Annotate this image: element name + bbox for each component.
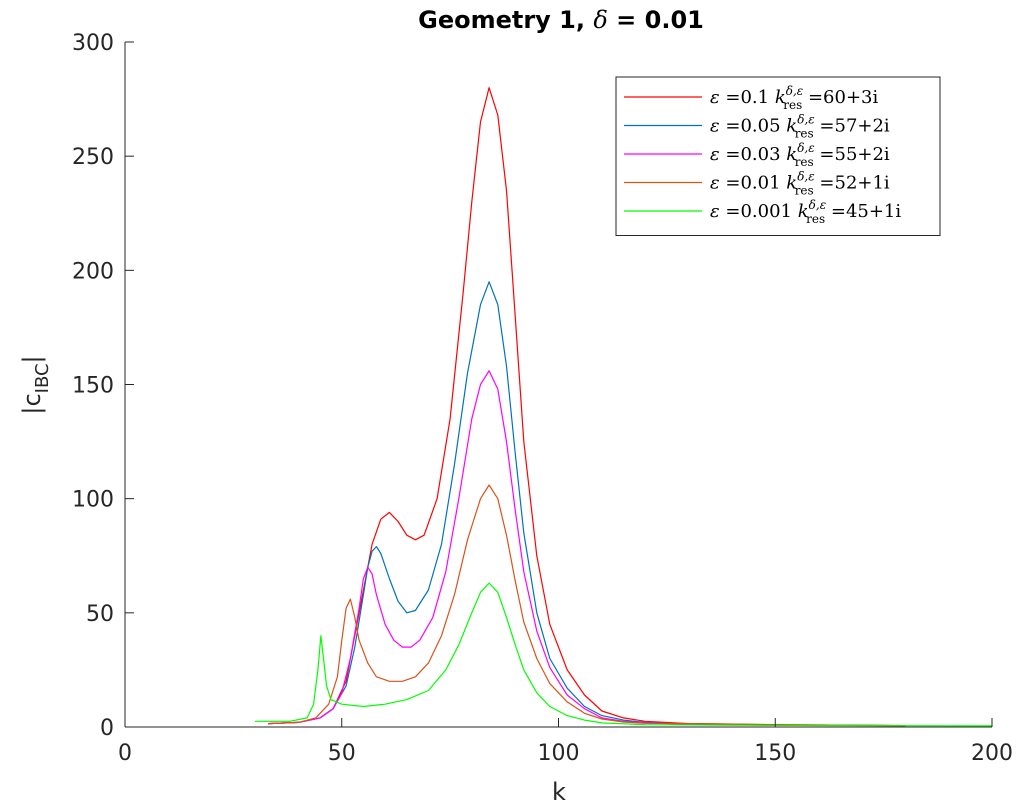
y-tick-label: 100 bbox=[72, 488, 114, 513]
legend-entry-1: ε =0.05 kδ,ε res =57+2i bbox=[710, 113, 890, 141]
x-axis-label: k bbox=[552, 778, 566, 806]
legend: ε =0.1 kδ,ε res =60+3iε =0.05 kδ,ε res =57… bbox=[615, 76, 941, 236]
axes-layer: 0 50 100 150 200 0 50 100 150 200 250 300 bbox=[72, 31, 1013, 766]
series-line-0 bbox=[268, 87, 906, 727]
legend-entry-0: ε =0.1 kδ,ε res =60+3i bbox=[710, 84, 878, 112]
x-tick-label: 50 bbox=[328, 741, 356, 766]
legend-entry-3: ε =0.01 kδ,ε res =52+1i bbox=[710, 170, 890, 198]
series-line-3 bbox=[268, 484, 906, 727]
y-tick-label: 250 bbox=[72, 145, 114, 170]
x-tick-label: 0 bbox=[118, 741, 132, 766]
y-tick-label: 0 bbox=[100, 716, 114, 741]
x-tick-label: 150 bbox=[754, 741, 796, 766]
chart-title: Geometry 1, δ = 0.01 bbox=[418, 6, 704, 34]
y-tick-label: 300 bbox=[72, 31, 114, 56]
series-layer bbox=[255, 87, 993, 727]
legend-box bbox=[615, 76, 941, 236]
series-line-2 bbox=[268, 370, 906, 727]
x-tick-label: 200 bbox=[971, 741, 1013, 766]
y-tick-label: 50 bbox=[86, 602, 114, 627]
y-tick-label: 150 bbox=[72, 374, 114, 399]
y-axis-label: |cIBC| bbox=[18, 355, 53, 414]
series-line-4 bbox=[255, 582, 993, 727]
series-line-1 bbox=[268, 281, 906, 727]
legend-entry-2: ε =0.03 kδ,ε res =55+2i bbox=[710, 141, 890, 169]
legend-entry-4: ε =0.001 kδ,ε res =45+1i bbox=[710, 198, 901, 226]
y-tick-label: 200 bbox=[72, 259, 114, 284]
x-tick-label: 100 bbox=[538, 741, 580, 766]
